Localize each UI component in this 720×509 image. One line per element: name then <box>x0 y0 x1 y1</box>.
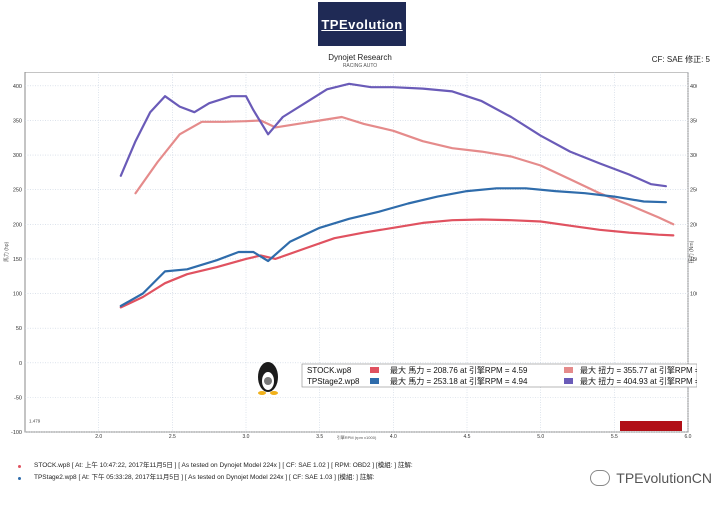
annotation-label: 1.479 <box>29 418 41 423</box>
watermark-text: TPEvolutionCN <box>616 470 712 486</box>
dynojet-logo-bg <box>620 421 682 431</box>
x-tick-label: 6.0 <box>685 434 692 440</box>
y-tick-label: -50 <box>14 395 22 401</box>
y-right-tick-label: 200 <box>690 222 697 228</box>
brand-logo: TPEvolution <box>318 2 406 46</box>
y-tick-label: 400 <box>13 84 22 90</box>
legend-swatch <box>370 378 379 384</box>
y-axis-label-left: 馬力 (hp) <box>3 242 10 263</box>
chart-subtitle: RACING AUTO <box>342 63 378 69</box>
y-right-tick-label: 350 <box>690 118 697 124</box>
mascot-foot <box>258 391 266 395</box>
footer-row-stage2: TPStage2.wp8 [ At: 下午 05:33:28, 2017年11月… <box>18 472 413 484</box>
footer-line-stock: STOCK.wp8 [ At: 上午 10:47:22, 2017年11月5日 … <box>34 462 413 469</box>
mascot-badge <box>264 377 272 385</box>
y-tick-label: -100 <box>11 430 22 436</box>
x-axis-label: 引擎RPM (rpm x1000) <box>337 434 377 440</box>
y-right-tick-label: 300 <box>690 153 697 159</box>
x-tick-label: 3.5 <box>316 434 323 440</box>
x-tick-label: 4.0 <box>390 434 397 440</box>
y-tick-label: 200 <box>13 222 22 228</box>
y-tick-label: 250 <box>13 188 22 194</box>
y-right-tick-label: 250 <box>690 188 697 194</box>
y-tick-label: 50 <box>16 326 22 332</box>
legend-swatch <box>370 367 379 373</box>
y-right-tick-label: 400 <box>690 84 697 90</box>
chart-title: Dynojet Research <box>328 53 392 62</box>
legend-run-name: TPStage2.wp8 <box>307 377 360 386</box>
legend-torque-text: 最大 扭力 = 404.93 at 引擎RPM = 3. <box>580 376 697 386</box>
wechat-icon <box>590 470 611 486</box>
x-tick-label: 4.5 <box>464 434 471 440</box>
footer-row-stock: STOCK.wp8 [ At: 上午 10:47:22, 2017年11月5日 … <box>18 460 413 472</box>
legend-swatch-torque <box>564 378 573 384</box>
footer-line-stage2: TPStage2.wp8 [ At: 下午 05:33:28, 2017年11月… <box>34 474 375 481</box>
legend-run-name: STOCK.wp8 <box>307 366 352 375</box>
series-line-3 <box>119 187 668 308</box>
stock-marker <box>18 464 21 468</box>
chart-svg: 400 350 300 250 200 150 100 50 0 -50 -100 400 350 300… <box>3 71 709 440</box>
legend-hp-text: 最大 馬力 = 208.76 at 引擎RPM = 4.59 <box>390 365 528 375</box>
x-tick-label: 5.0 <box>537 434 544 440</box>
x-tick-label: 5.5 <box>611 434 618 440</box>
series-line-2 <box>119 218 675 309</box>
y-tick-label: 300 <box>13 153 22 159</box>
dyno-chart: 400 350 300 250 200 150 100 50 0 -50 -100 400 350 300… <box>0 71 709 440</box>
y-tick-label: 100 <box>13 292 22 298</box>
series-lines <box>119 82 675 309</box>
mascot-foot <box>270 391 278 395</box>
series-line-0 <box>134 115 675 226</box>
y-axis-label-right: 扭力 (Nm) <box>688 240 695 263</box>
correction-factor-label: CF: SAE 修正: 5 <box>651 55 710 64</box>
y-tick-label: 150 <box>13 257 22 263</box>
logo-text: TPEvolution <box>321 16 403 32</box>
legend: STOCK.wp8 最大 馬力 = 208.76 at 引擎RPM = 4.59 最… <box>258 362 709 431</box>
stage2-marker <box>18 476 21 480</box>
series-line-1 <box>119 82 668 188</box>
axes: 400 350 300 250 200 150 100 50 0 -50 -100 400 350 300… <box>3 84 699 440</box>
mascot-icon <box>258 362 278 395</box>
x-tick-label: 2.5 <box>169 434 176 440</box>
y-tick-label: 350 <box>13 118 22 124</box>
x-tick-label: 3.0 <box>243 434 250 440</box>
run-info-footer: STOCK.wp8 [ At: 上午 10:47:22, 2017年11月5日 … <box>18 460 413 484</box>
y-right-tick-label: 100 <box>690 292 697 298</box>
legend-torque-text: 最大 扭力 = 355.77 at 引擎RPM = 3. <box>580 365 697 375</box>
y-right-tick-label: 150 <box>690 257 697 263</box>
y-tick-label: 0 <box>19 361 22 367</box>
legend-hp-text: 最大 馬力 = 253.18 at 引擎RPM = 4.94 <box>390 376 528 386</box>
watermark: TPEvolutionCN <box>590 470 712 486</box>
x-tick-label: 2.0 <box>95 434 102 440</box>
legend-swatch-torque <box>564 367 573 373</box>
dynojet-logo <box>620 421 682 431</box>
